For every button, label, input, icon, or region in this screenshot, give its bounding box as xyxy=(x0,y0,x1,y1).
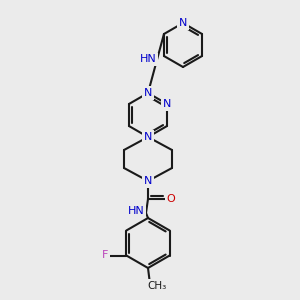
Text: F: F xyxy=(102,250,109,260)
Text: HN: HN xyxy=(128,206,144,216)
Text: N: N xyxy=(144,132,152,142)
Text: HN: HN xyxy=(140,55,156,64)
Text: N: N xyxy=(144,176,152,186)
Text: N: N xyxy=(144,88,152,98)
Text: CH₃: CH₃ xyxy=(147,281,167,291)
Text: O: O xyxy=(167,194,176,204)
Text: N: N xyxy=(179,18,187,28)
Text: N: N xyxy=(163,99,171,109)
